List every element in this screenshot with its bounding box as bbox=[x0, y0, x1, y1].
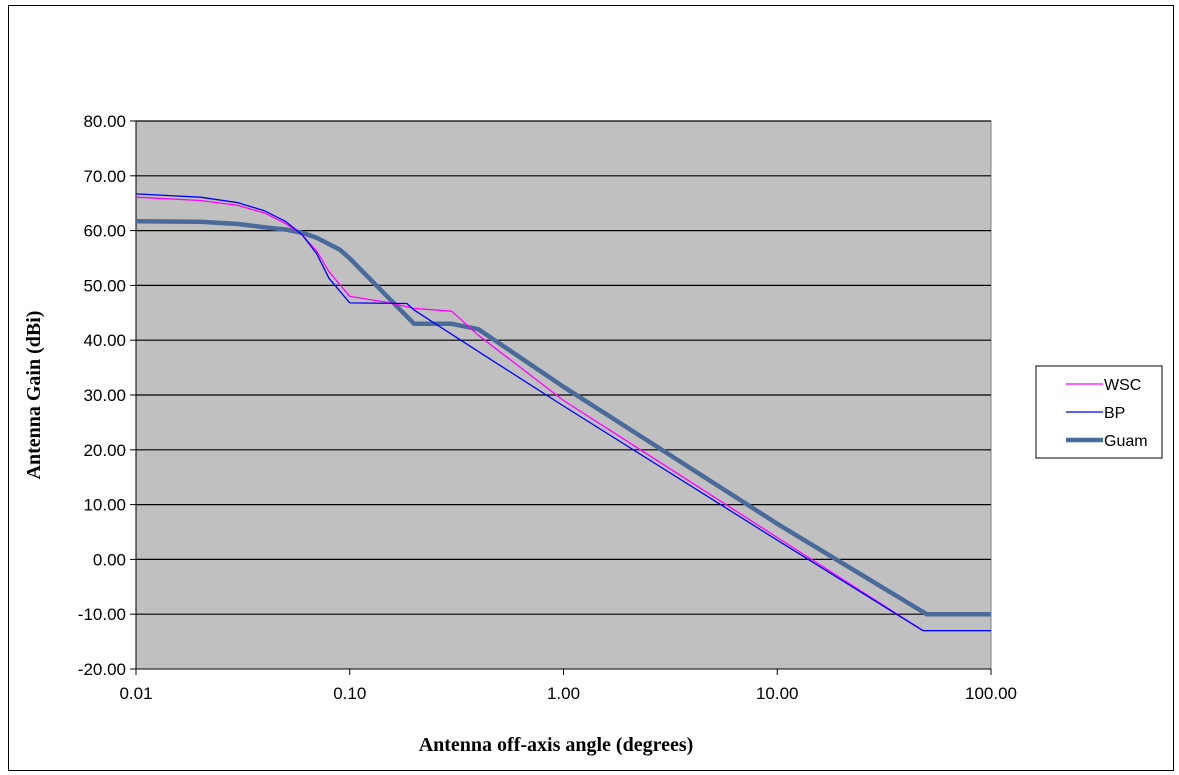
y-tick-label: 10.00 bbox=[83, 496, 126, 515]
y-tick-label: 70.00 bbox=[83, 167, 126, 186]
y-tick-label: 60.00 bbox=[83, 222, 126, 241]
y-tick-label: 50.00 bbox=[83, 276, 126, 295]
y-tick-label: 0.00 bbox=[93, 550, 126, 569]
x-axis-title: Antenna off-axis angle (degrees) bbox=[419, 734, 694, 756]
series-line-bp bbox=[135, 193, 991, 632]
legend-label-wsc: WSC bbox=[1104, 377, 1141, 394]
legend: WSC BP Guam bbox=[1035, 365, 1163, 459]
series-lines bbox=[135, 193, 991, 632]
x-tick-label: 0.10 bbox=[333, 684, 366, 703]
legend-label-guam: Guam bbox=[1104, 433, 1148, 450]
y-tick-label: 30.00 bbox=[83, 386, 126, 405]
y-tick-label: 40.00 bbox=[83, 331, 126, 350]
series-line-wsc bbox=[135, 196, 991, 632]
x-tick-label: 10.00 bbox=[756, 684, 799, 703]
y-axis-title: Antenna Gain (dBi) bbox=[23, 311, 45, 480]
y-tick-label: 80.00 bbox=[83, 112, 126, 131]
x-tick-label: 100.00 bbox=[965, 684, 1017, 703]
gridlines bbox=[136, 120, 991, 615]
x-tick-label: 0.01 bbox=[119, 684, 152, 703]
y-tick-label: -20.00 bbox=[78, 660, 126, 679]
series-line-guam bbox=[135, 219, 991, 617]
y-tick-label: -10.00 bbox=[78, 605, 126, 624]
x-tick-labels: 0.01 0.10 1.00 10.00 100.00 bbox=[119, 669, 1017, 703]
x-tick-label: 1.00 bbox=[547, 684, 580, 703]
legend-label-bp: BP bbox=[1104, 405, 1125, 422]
y-tick-labels: 80.00 70.00 60.00 50.00 40.00 30.00 20.00 10.00… bbox=[78, 112, 136, 679]
y-tick-label: 20.00 bbox=[83, 441, 126, 460]
